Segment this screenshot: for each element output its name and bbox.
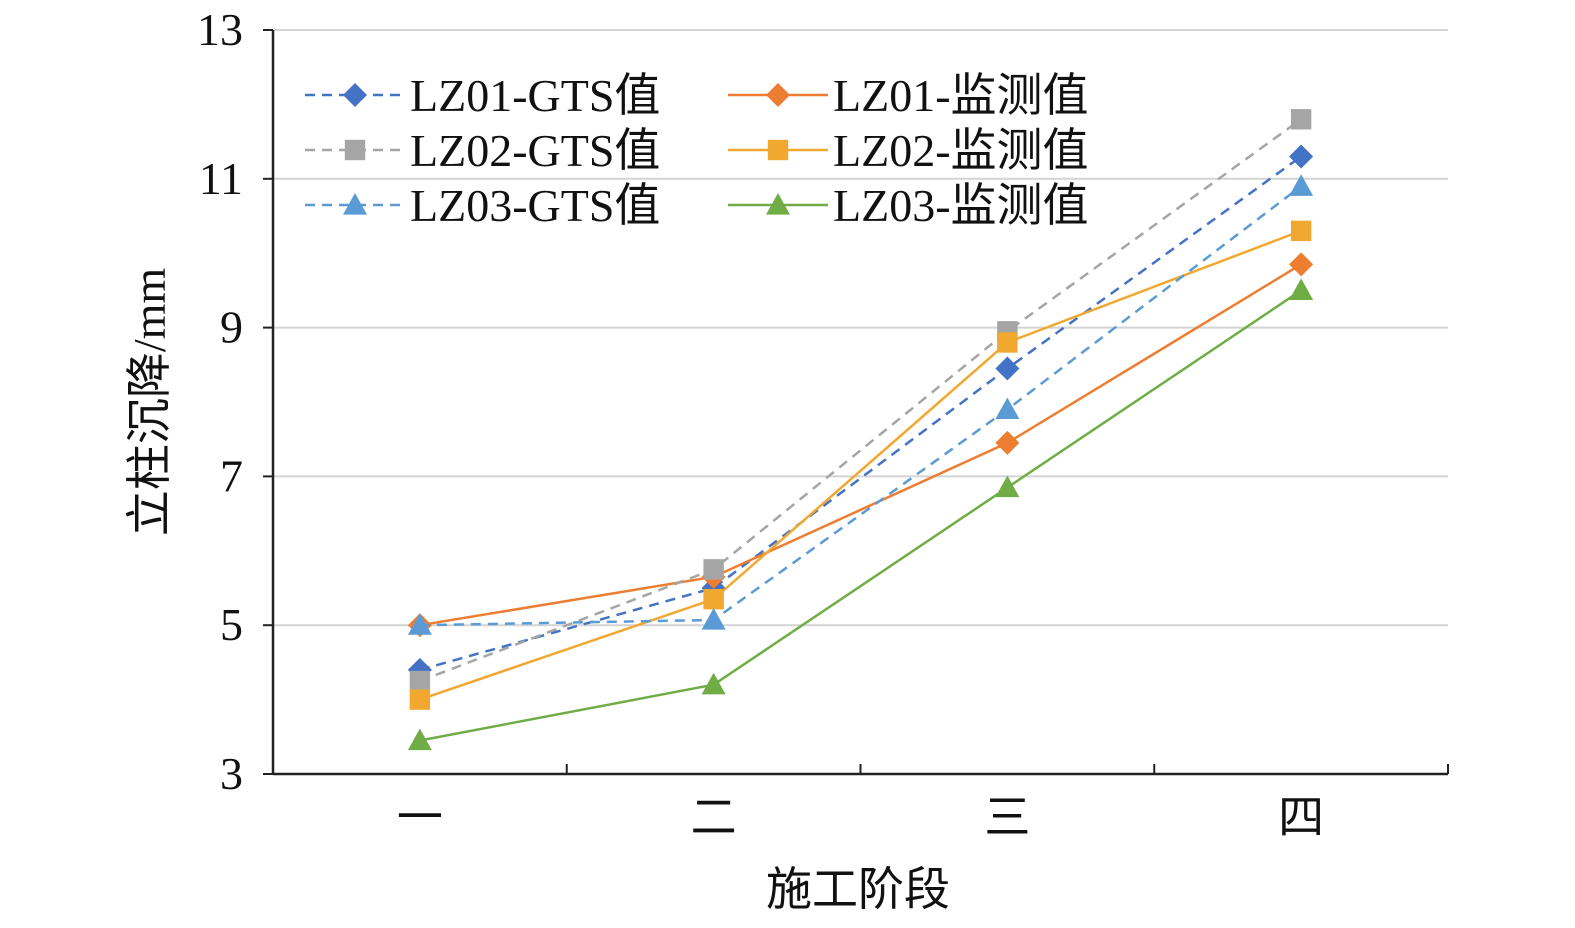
legend-item: LZ01-监测值 [728,70,1089,121]
data-point [407,613,432,635]
legend-label: LZ03-GTS值 [410,180,660,231]
data-point [995,356,1020,381]
legend-label: LZ02-GTS值 [410,125,660,176]
x-axis-title: 施工阶段 [766,864,950,915]
data-point [1289,144,1314,169]
series-3 [409,220,1312,710]
legend-label: LZ01-GTS值 [410,70,660,121]
legend-item: LZ03-监测值 [728,180,1089,231]
legend-marker [343,193,367,215]
x-tick-label: 二 [691,792,737,843]
data-point [701,607,726,630]
axes [263,29,1449,776]
legend: LZ01-GTS值 LZ01-监测值 LZ02-GTS值 LZ02-监测值 LZ03-G… [305,70,1089,231]
legend-marker [343,83,367,107]
data-point [701,672,726,695]
series-group [407,109,1314,751]
data-point [703,588,724,610]
y-tick-label: 13 [197,4,243,55]
data-point [995,397,1020,420]
series-line [419,155,1302,672]
data-point [1290,220,1312,242]
legend-item: LZ01-GTS值 [305,70,660,121]
legend-item: LZ02-GTS值 [305,125,660,176]
data-point [1289,278,1314,300]
series-line [419,185,1302,627]
y-tick-label: 7 [220,450,243,501]
legend-item: LZ03-GTS值 [305,180,660,231]
y-tick-label: 5 [220,599,243,650]
legend-item: LZ02-监测值 [728,125,1089,176]
series-5 [407,278,1314,751]
grid-lines [273,29,1448,627]
legend-marker [767,139,789,161]
data-point [1289,174,1314,196]
data-point [409,670,431,692]
data-point [995,475,1020,498]
x-tick-label: 三 [984,792,1030,843]
y-tick-label: 3 [220,748,243,799]
series-line [419,229,1302,701]
legend-marker [766,193,790,215]
data-point [997,332,1018,353]
y-axis-title: 立柱沉降/mm [124,268,175,537]
y-tick-label: 11 [199,153,243,204]
data-point [1289,252,1314,277]
data-point [409,689,431,710]
legend-marker [344,139,366,161]
legend-label: LZ02-监测值 [833,125,1089,176]
series-4 [407,174,1314,635]
data-point [703,559,724,580]
series-1 [407,252,1314,638]
series-line [419,263,1302,627]
data-point [407,728,432,751]
data-point [995,430,1020,455]
legend-label: LZ03-监测值 [833,180,1089,231]
x-tick-label: 一 [397,792,443,843]
series-line [419,289,1302,742]
x-tick-label: 四 [1278,792,1324,843]
legend-marker [766,83,790,107]
y-tick-label: 9 [220,302,243,353]
legend-label: LZ01-监测值 [833,70,1089,121]
series-line [419,118,1302,683]
data-point [1290,109,1312,130]
tick-labels: 3 5 7 9 11 13 一 二 三 四 [197,4,1324,843]
